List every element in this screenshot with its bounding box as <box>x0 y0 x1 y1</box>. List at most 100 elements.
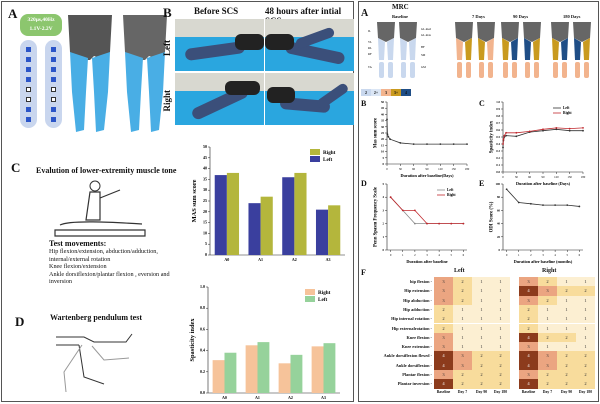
bar-left <box>290 354 303 393</box>
y-axis-label: Penn Spasm Frequency Scale <box>374 187 379 247</box>
y-tick-label: 2 <box>383 222 385 226</box>
y-tick-label: 20 <box>203 209 207 214</box>
thigh-muscle <box>487 38 494 60</box>
electrode-contact <box>51 107 56 112</box>
bar-left <box>257 342 270 393</box>
data-point <box>389 138 392 141</box>
x-tick-label: 60 <box>412 167 416 171</box>
heatmap-cell: 1 <box>538 304 557 315</box>
data-point <box>413 209 416 212</box>
heatmap-cell: 3 <box>519 277 538 287</box>
heatmap-cell: 2 <box>576 379 595 389</box>
electrode-contact <box>26 97 31 102</box>
data-point <box>387 135 390 138</box>
y-tick-label: 0.2 <box>200 369 205 374</box>
y-axis-label: Spasticity index <box>189 318 196 362</box>
data-point <box>505 188 508 191</box>
x-tick-label: 1 <box>402 253 404 257</box>
heatmap-cell: 2 <box>491 379 510 389</box>
calf-muscle <box>562 62 567 78</box>
heatmap-cell: 2 <box>491 360 510 370</box>
heatmap-cell: 4 <box>519 360 538 370</box>
heatmap-cell: 1 <box>491 286 510 296</box>
heatmap-cell: 1 <box>472 323 491 333</box>
y-tick-label: 35 <box>203 176 207 181</box>
legend-label: Left <box>323 157 332 163</box>
data-point <box>401 209 404 212</box>
heatmap-cell: 2 <box>557 351 576 361</box>
r-panel-c-label: C <box>479 99 485 108</box>
pelvis <box>523 22 541 42</box>
y-tick-label: 35 <box>381 119 385 123</box>
heatmap-cell: 2 <box>453 379 472 389</box>
heatmap-row-label: Hip extension - <box>404 288 432 294</box>
heatmap-cell: 1 <box>453 304 472 315</box>
y-tick-label: 20 <box>381 137 385 141</box>
bar-right <box>260 196 273 255</box>
thigh-muscle <box>478 38 485 60</box>
heatmap-cell: 1 <box>453 314 472 324</box>
heatmap-cell: 4 <box>519 286 538 296</box>
heatmap-cell: 2 <box>472 379 491 389</box>
data-point <box>399 142 402 144</box>
data-point <box>555 128 558 131</box>
y-axis-label: Mas sum score <box>374 118 379 148</box>
heatmap-cell: 1 <box>453 332 472 343</box>
heatmap-cell: 1 <box>557 314 576 324</box>
heatmap-cell: 4 <box>519 379 538 389</box>
heatmap-cell: 1 <box>576 332 595 343</box>
heatmap-cell: 1 <box>538 342 557 352</box>
muscle-label: GL.med <box>421 27 431 31</box>
electrode-contact <box>51 47 56 52</box>
heatmap-cell: 1 <box>576 323 595 333</box>
mrc-legend-item: 2 <box>361 89 371 96</box>
column-header-before: Before SCS <box>194 6 239 16</box>
electrode-lead-right <box>45 40 62 128</box>
data-point <box>568 127 571 130</box>
y-tick-label: 0.8 <box>200 305 205 310</box>
x-tick-label: 0 <box>386 167 388 171</box>
data-point <box>502 143 504 145</box>
thigh-muscle <box>583 38 590 60</box>
data-point <box>450 222 453 225</box>
series-line <box>386 119 467 145</box>
data-point <box>438 222 441 225</box>
y-tick-label: 0.2 <box>496 156 500 160</box>
heatmap-cell: 1 <box>576 342 595 352</box>
photo-right-after <box>265 73 354 125</box>
muscle-label: TA <box>368 65 373 69</box>
heatmap-row-label: Hip abduction - <box>403 297 432 303</box>
stim-line-1: 320μs,40Hz <box>27 17 55 23</box>
movement-line: internal/external rotation <box>49 255 111 263</box>
legend-swatch <box>305 296 315 302</box>
heatmap-row-label: Hip internal rotation - <box>391 316 432 322</box>
data-point <box>502 146 504 149</box>
y-axis-label: Spasticity index <box>490 120 495 153</box>
y-axis-label: ODI Score (%) <box>490 201 495 232</box>
heatmap-cell: 1 <box>453 342 472 352</box>
data-point <box>426 143 428 146</box>
x-axis-label: Duration after baseline (Days) <box>516 181 571 186</box>
bar-left <box>323 343 336 393</box>
bar-right <box>226 172 240 255</box>
heatmap-cell: 1 <box>472 332 491 343</box>
electrode-contact <box>26 67 31 72</box>
y-tick-label: 25 <box>203 198 207 203</box>
panel-c-label: C <box>11 160 21 175</box>
y-tick-label: 1 <box>383 235 385 239</box>
x-tick-label: 0 <box>506 253 508 257</box>
heatmap-row-label: Plantar inversion - <box>397 381 432 387</box>
heatmap-cell: 1 <box>472 314 491 324</box>
calf-muscle <box>575 62 580 78</box>
data-point <box>412 143 415 146</box>
heatmap-cell: 3 <box>519 370 538 380</box>
timepoint-180-days: 180 Days <box>563 14 581 19</box>
legs-back-view <box>123 15 167 132</box>
legs-front-view <box>68 15 112 132</box>
mrc-legend-item: 2+ <box>371 89 381 96</box>
electrode-contact <box>51 77 56 82</box>
heatmap-column-label: Day 7 <box>542 389 553 394</box>
timepoint-90-days: 90 Days <box>513 14 529 19</box>
heatmap-column-label: Day 7 <box>457 389 468 394</box>
electrode-contact <box>51 67 56 72</box>
